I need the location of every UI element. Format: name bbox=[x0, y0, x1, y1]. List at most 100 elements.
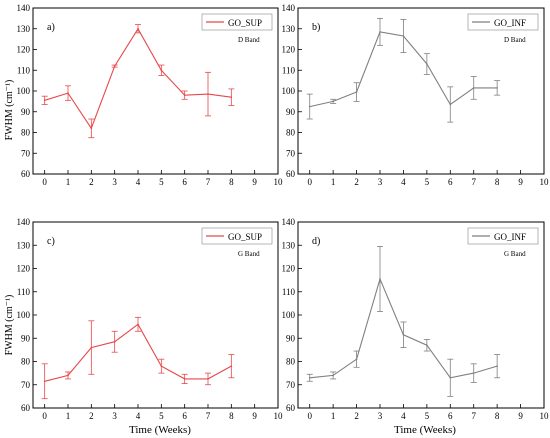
error-bar bbox=[470, 76, 477, 100]
data-point bbox=[472, 87, 475, 89]
error-bar bbox=[111, 64, 118, 68]
y-tick-label: 110 bbox=[17, 287, 31, 297]
error-bar bbox=[447, 358, 454, 397]
x-tick-label: 7 bbox=[471, 177, 476, 187]
error-bar bbox=[470, 363, 477, 383]
error-bar bbox=[330, 371, 337, 380]
chart-panel: 60 70 80 90 100 110 120 130 140 0 1 2 3 4 5 6 7 8 9 10 b) GO_… bbox=[282, 3, 550, 187]
data-point bbox=[43, 99, 46, 102]
error-bar bbox=[494, 80, 501, 96]
data-point bbox=[308, 376, 311, 379]
error-bar bbox=[330, 98, 337, 104]
y-tick-label: 140 bbox=[282, 3, 296, 13]
data-point bbox=[113, 65, 116, 67]
error-bar bbox=[135, 316, 141, 332]
data-point bbox=[67, 374, 69, 377]
y-tick-label: 120 bbox=[17, 264, 31, 274]
x-tick-label: 3 bbox=[112, 177, 117, 187]
data-point bbox=[426, 63, 428, 65]
data-point bbox=[183, 378, 186, 380]
x-tick-label: 4 bbox=[136, 411, 141, 421]
x-tick-label: 0 bbox=[307, 177, 312, 187]
series-line bbox=[44, 27, 232, 130]
error-bar bbox=[65, 85, 71, 101]
y-tick-label: 70 bbox=[286, 380, 296, 390]
legend-label: GO_INF bbox=[494, 232, 526, 242]
x-tick-label: 3 bbox=[378, 411, 383, 421]
x-tick-label: 5 bbox=[159, 177, 164, 187]
x-tick-label: 3 bbox=[378, 177, 383, 187]
y-tick-label: 130 bbox=[282, 240, 296, 250]
data-point bbox=[230, 96, 233, 99]
data-point bbox=[67, 92, 69, 94]
panel-label: a) bbox=[47, 22, 55, 33]
panel-label: d) bbox=[312, 236, 320, 247]
error-bar bbox=[88, 320, 95, 375]
y-axis-label-bottom: FWHM (cm⁻¹) bbox=[4, 295, 15, 356]
x-tick-label: 4 bbox=[136, 177, 141, 187]
x-tick-label: 0 bbox=[42, 411, 47, 421]
x-tick-label: 10 bbox=[540, 177, 550, 187]
y-tick-label: 90 bbox=[286, 333, 296, 343]
y-tick-label: 110 bbox=[282, 287, 296, 297]
data-point bbox=[207, 93, 209, 95]
band-label: D Band bbox=[504, 36, 526, 44]
x-tick-label: 5 bbox=[425, 177, 430, 187]
error-bar bbox=[353, 350, 360, 368]
x-tick-label: 6 bbox=[448, 177, 453, 187]
data-point bbox=[90, 127, 93, 130]
plot-frame bbox=[297, 7, 545, 175]
data-point bbox=[426, 344, 428, 347]
data-point bbox=[402, 35, 405, 37]
data-point bbox=[402, 333, 405, 336]
data-point bbox=[160, 69, 163, 72]
error-bar bbox=[447, 86, 454, 123]
series-line bbox=[44, 323, 232, 382]
x-tick-label: 9 bbox=[518, 177, 523, 187]
data-point bbox=[332, 100, 334, 103]
y-tick-label: 60 bbox=[286, 169, 296, 179]
legend: GO_SUP bbox=[201, 227, 273, 245]
y-tick-label: 90 bbox=[21, 107, 31, 117]
panel-label: c) bbox=[47, 236, 55, 247]
band-label: G Band bbox=[238, 250, 260, 258]
x-tick-label: 4 bbox=[401, 177, 406, 187]
data-point bbox=[113, 340, 116, 343]
y-tick-label: 60 bbox=[21, 403, 31, 413]
error-bar bbox=[158, 64, 165, 76]
y-tick-label: 80 bbox=[286, 357, 296, 367]
legend: GO_INF bbox=[467, 13, 539, 31]
error-bar bbox=[306, 93, 313, 120]
error-bar bbox=[181, 373, 188, 384]
error-bar bbox=[228, 88, 235, 106]
data-point bbox=[183, 94, 186, 96]
y-tick-label: 130 bbox=[282, 24, 296, 34]
data-point bbox=[472, 372, 475, 374]
x-tick-label: 10 bbox=[540, 411, 550, 421]
y-tick-label: 80 bbox=[21, 128, 31, 138]
legend-label: GO_SUP bbox=[228, 232, 262, 242]
chart-panel: 60 70 80 90 100 110 120 130 140 0 1 2 3 4 5 6 7 8 9 10 c) GO_… bbox=[17, 217, 284, 421]
y-tick-label: 110 bbox=[282, 65, 296, 75]
x-tick-label: 5 bbox=[425, 411, 430, 421]
data-point bbox=[160, 365, 163, 367]
error-bar bbox=[88, 118, 95, 139]
error-bar bbox=[65, 371, 71, 380]
error-bar bbox=[353, 82, 360, 102]
y-tick-label: 60 bbox=[21, 169, 31, 179]
x-tick-label: 7 bbox=[471, 411, 476, 421]
error-bar bbox=[181, 90, 188, 100]
x-tick-label: 9 bbox=[518, 411, 523, 421]
data-point bbox=[449, 376, 452, 379]
x-tick-label: 10 bbox=[274, 411, 284, 421]
panel-label: b) bbox=[312, 22, 320, 33]
band-label: D Band bbox=[238, 36, 260, 44]
y-axis-label-top: FWHM (cm⁻¹) bbox=[4, 80, 15, 141]
data-point bbox=[332, 374, 334, 377]
x-tick-label: 8 bbox=[495, 411, 500, 421]
error-bar bbox=[423, 339, 430, 352]
x-tick-label: 2 bbox=[354, 177, 359, 187]
error-bar bbox=[158, 358, 165, 374]
y-tick-label: 100 bbox=[282, 310, 296, 320]
